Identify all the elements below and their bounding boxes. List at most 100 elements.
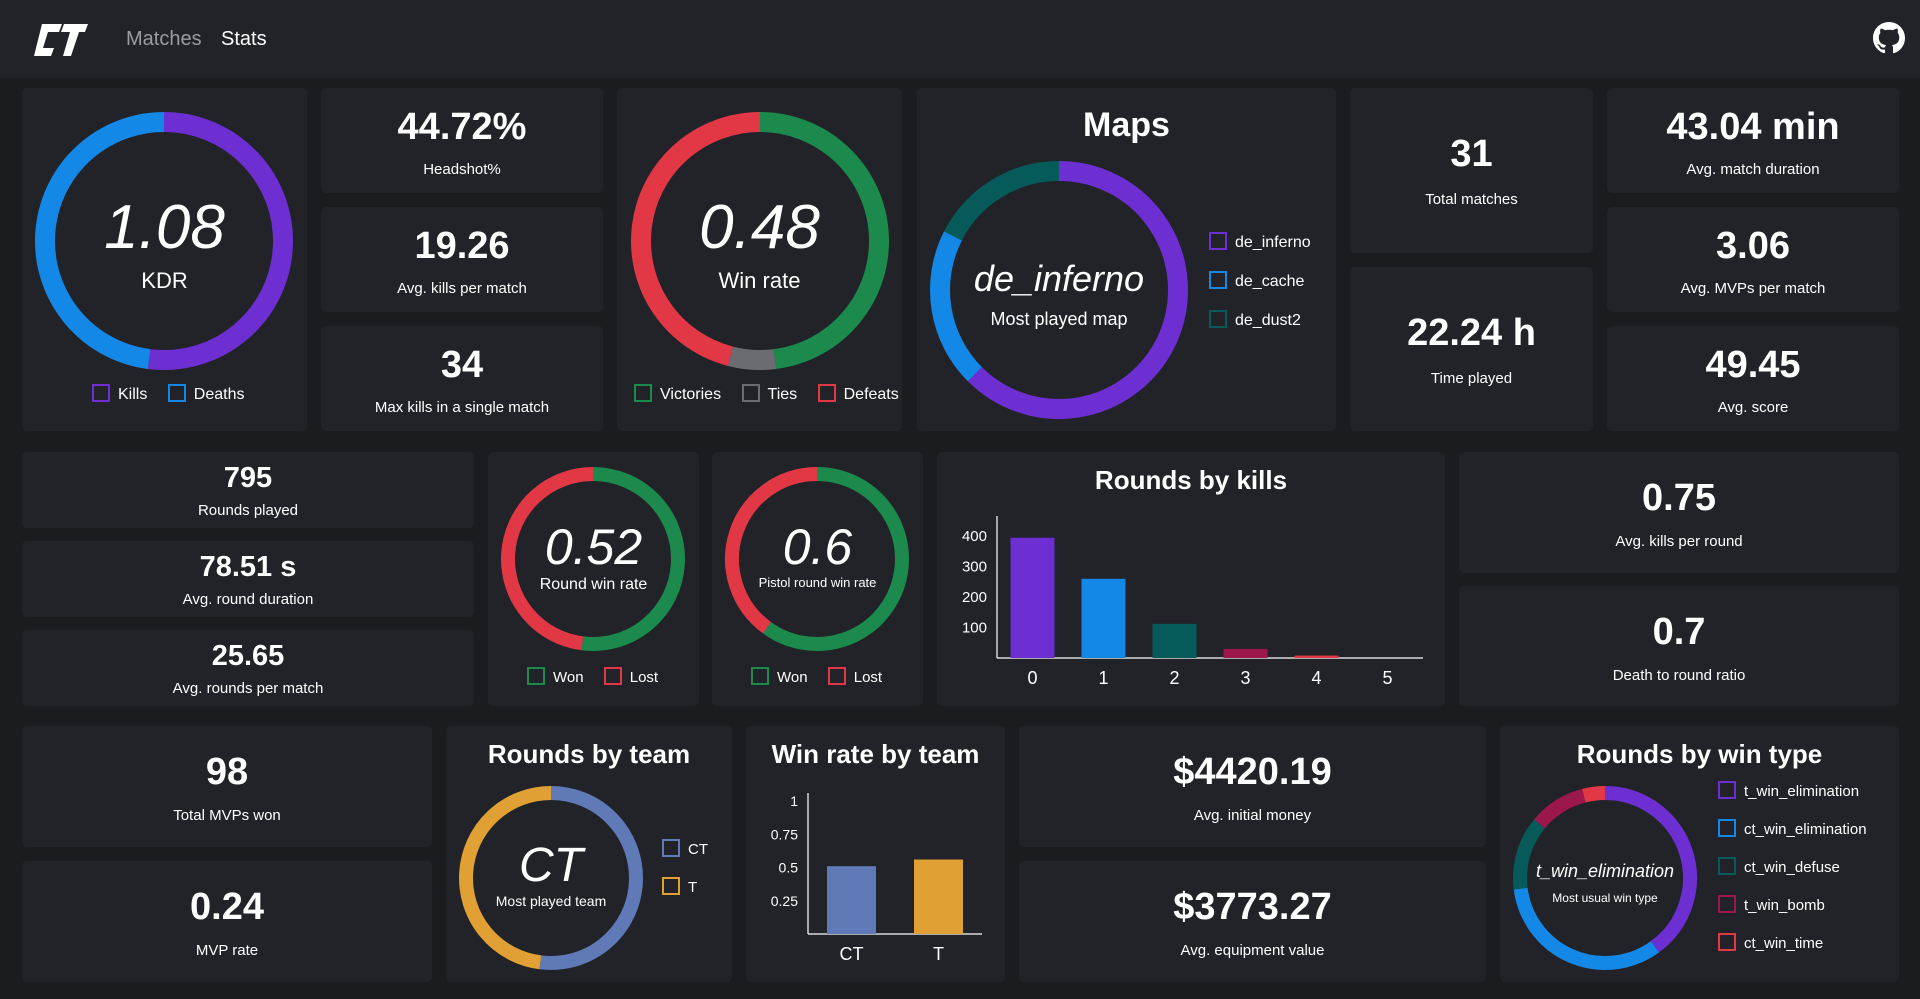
x-tick-label: 5 [1382, 668, 1392, 688]
kdr-card: 1.08 KDR Kills Deaths [22, 88, 307, 431]
rounds-played-value: 795 [223, 462, 273, 494]
win-rate-label: Win rate [718, 268, 801, 293]
x-tick-label: T [933, 944, 944, 964]
avg-kills-round-card: 0.75 Avg. kills per round [1459, 452, 1899, 573]
avg-initial-money-card: $4420.19 Avg. initial money [1019, 726, 1486, 847]
bar[interactable] [1081, 578, 1126, 658]
donut-segment[interactable] [501, 467, 594, 651]
top-navbar: CT Matches Stats [0, 0, 1920, 78]
donut-segment[interactable] [762, 467, 909, 651]
avg-equipment-label: Avg. equipment value [1180, 942, 1325, 959]
donut-segment[interactable] [459, 786, 552, 970]
maps-label: Most played map [990, 309, 1128, 329]
y-tick-label: 0.25 [771, 893, 798, 909]
legend-de-cache[interactable]: de_cache [1209, 271, 1311, 291]
bar[interactable] [914, 859, 963, 934]
bar[interactable] [1010, 537, 1055, 658]
nav-matches[interactable]: Matches [126, 28, 202, 50]
legend-de-inferno[interactable]: de_inferno [1209, 232, 1311, 252]
y-tick-label: 300 [962, 559, 987, 576]
kdr-value: 1.08 [104, 193, 225, 262]
avg-score-label: Avg. score [1717, 399, 1789, 416]
round-win-rate-card: 0.52 Round win rate Won Lost [488, 452, 699, 706]
max-kills-value: 34 [440, 344, 484, 386]
github-icon[interactable] [1873, 22, 1905, 54]
bar[interactable] [827, 866, 876, 934]
avg-round-duration-card: 78.51 s Avg. round duration [22, 541, 474, 617]
legend-kills[interactable]: Kills [92, 384, 147, 404]
legend-lost[interactable]: Lost [827, 667, 882, 686]
legend-ct-win-defuse[interactable]: ct_win_defuse [1718, 857, 1867, 876]
win-rate-by-team-card: Win rate by team 0.25 0.5 0.75 1 CT T [746, 726, 1005, 982]
pistol-win-rate-value: 0.6 [782, 519, 853, 575]
legend-ties[interactable]: Ties [741, 384, 797, 404]
avg-rounds-match-label: Avg. rounds per match [172, 680, 324, 697]
round-win-rate-label: Round win rate [539, 576, 648, 593]
maps-value: de_inferno [973, 258, 1145, 299]
donut-segment[interactable] [727, 346, 777, 370]
bar[interactable] [1152, 623, 1197, 658]
donut-segment[interactable] [539, 786, 643, 970]
maps-legend: de_inferno de_cache de_dust2 [1209, 232, 1327, 349]
legend-deaths[interactable]: Deaths [167, 384, 245, 404]
legend-t[interactable]: T [662, 877, 708, 896]
maps-donut [930, 161, 1188, 419]
rounds-by-kills-chart: 100 200 300 400 0 1 2 3 4 5 [962, 516, 1423, 688]
donut-segment[interactable] [581, 467, 685, 651]
bar[interactable] [1223, 648, 1268, 658]
avg-round-duration-label: Avg. round duration [182, 591, 314, 608]
x-tick-label: 3 [1240, 668, 1250, 688]
donut-segment[interactable] [1534, 788, 1586, 829]
legend-lost[interactable]: Lost [603, 667, 658, 686]
avg-rounds-match-value: 25.65 [211, 640, 285, 672]
win-rate-donut [631, 112, 889, 370]
rounds-by-win-type-title: Rounds by win type [1576, 739, 1823, 769]
legend-won[interactable]: Won [527, 667, 584, 686]
donut-segment[interactable] [967, 161, 1188, 419]
legend-ct-win-time[interactable]: ct_win_time [1718, 933, 1867, 952]
max-kills-label: Max kills in a single match [374, 399, 550, 416]
legend-defeats[interactable]: Defeats [817, 384, 899, 404]
maps-title: Maps [1083, 106, 1170, 144]
avg-match-duration-card: 43.04 min Avg. match duration [1607, 88, 1899, 193]
x-tick-label: 2 [1169, 668, 1179, 688]
donut-segment[interactable] [631, 112, 761, 366]
headshot-value: 44.72% [397, 106, 527, 148]
win-rate-value: 0.48 [699, 193, 820, 262]
rounds-by-win-type-legend: t_win_elimination ct_win_elimination ct_… [1718, 781, 1883, 971]
donut-segment[interactable] [1604, 786, 1697, 953]
pistol-win-rate-card: 0.6 Pistol round win rate Won Lost [712, 452, 923, 706]
x-tick-label: 0 [1027, 668, 1037, 688]
y-tick-label: 400 [962, 528, 987, 545]
legend-won[interactable]: Won [751, 667, 808, 686]
avg-kills-round-value: 0.75 [1642, 477, 1716, 519]
donut-segment[interactable] [944, 161, 1060, 241]
legend-victories[interactable]: Victories [634, 384, 721, 404]
nav-stats[interactable]: Stats [221, 28, 267, 50]
mvp-rate-value: 0.24 [190, 886, 264, 928]
avg-score-value: 49.45 [1705, 344, 1801, 386]
avg-mvps-label: Avg. MVPs per match [1680, 280, 1826, 297]
y-tick-label: 0.75 [771, 826, 798, 842]
donut-segment[interactable] [1513, 819, 1546, 890]
donut-segment[interactable] [725, 467, 818, 634]
donut-segment[interactable] [35, 112, 165, 369]
donut-segment[interactable] [147, 112, 293, 370]
legend-t-win-elimination[interactable]: t_win_elimination [1718, 781, 1867, 800]
donut-segment[interactable] [759, 112, 889, 369]
legend-t-win-bomb[interactable]: t_win_bomb [1718, 895, 1867, 914]
bar[interactable] [1294, 655, 1339, 658]
legend-de-dust2[interactable]: de_dust2 [1209, 310, 1311, 330]
legend-ct-win-elimination[interactable]: ct_win_elimination [1718, 819, 1867, 838]
win-rate-card: 0.48 Win rate Victories Ties Defeats [617, 88, 902, 431]
donut-segment[interactable] [930, 231, 983, 382]
mvp-rate-card: 0.24 MVP rate [22, 861, 432, 982]
time-played-card: 22.24 h Time played [1350, 267, 1593, 431]
donut-segment[interactable] [1582, 786, 1606, 803]
avg-mvps-card: 3.06 Avg. MVPs per match [1607, 207, 1899, 312]
donut-segment[interactable] [1513, 887, 1660, 970]
ct-logo[interactable]: CT [32, 20, 90, 58]
y-tick-label: 100 [962, 620, 987, 637]
y-tick-label: 0.5 [779, 860, 799, 876]
legend-ct[interactable]: CT [662, 839, 708, 858]
